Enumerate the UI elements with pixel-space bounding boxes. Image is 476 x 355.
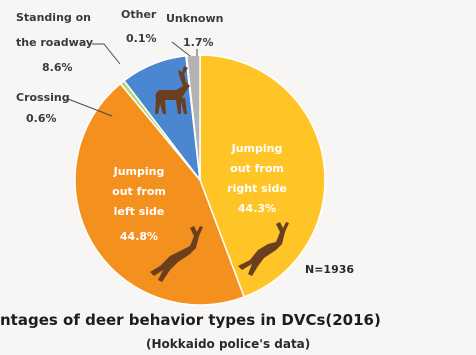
chart-subtitle: (Hokkaido police's data) [146,337,310,351]
label-crossing-value: 0.6% [26,112,57,125]
label-other: Other [121,8,157,21]
leaping-deer-icon-right [238,222,289,276]
label-crossing: Crossing [16,91,70,104]
label-standing-line2: the roadway [16,36,93,49]
pie-slice-jumping-out-from-right-side [199,54,326,298]
label-right-value: 44.3% [238,202,276,215]
leader-line-other [171,41,191,57]
label-left-value: 44.8% [120,230,158,243]
leader-line-standing [92,43,121,65]
label-right-line3: right side [227,182,287,195]
label-right-line2: out from [230,162,284,175]
label-left-line1: Jumping [113,165,165,178]
leaping-deer-icon-left [150,226,203,282]
standing-deer-icon [155,66,190,114]
pie-slices [74,54,326,306]
pie-slice-jumping-out-from-left-side [74,82,246,306]
label-standing-line1: Standing on [16,11,91,24]
label-right-line1: Jumping [231,142,283,155]
label-unknown-value: 1.7% [183,36,214,49]
label-other-value: 0.1% [126,32,157,45]
label-standing-value: 8.6% [42,61,73,74]
label-left-line3: left side [114,205,165,218]
pie-slice-unknown [185,54,201,181]
sample-size-label: N=1936 [305,263,354,276]
chart-title: ntages of deer behavior types in DVCs(20… [0,311,381,329]
label-left-line2: out from [112,185,166,198]
leader-line-crossing [67,98,113,117]
label-unknown: Unknown [166,12,223,25]
